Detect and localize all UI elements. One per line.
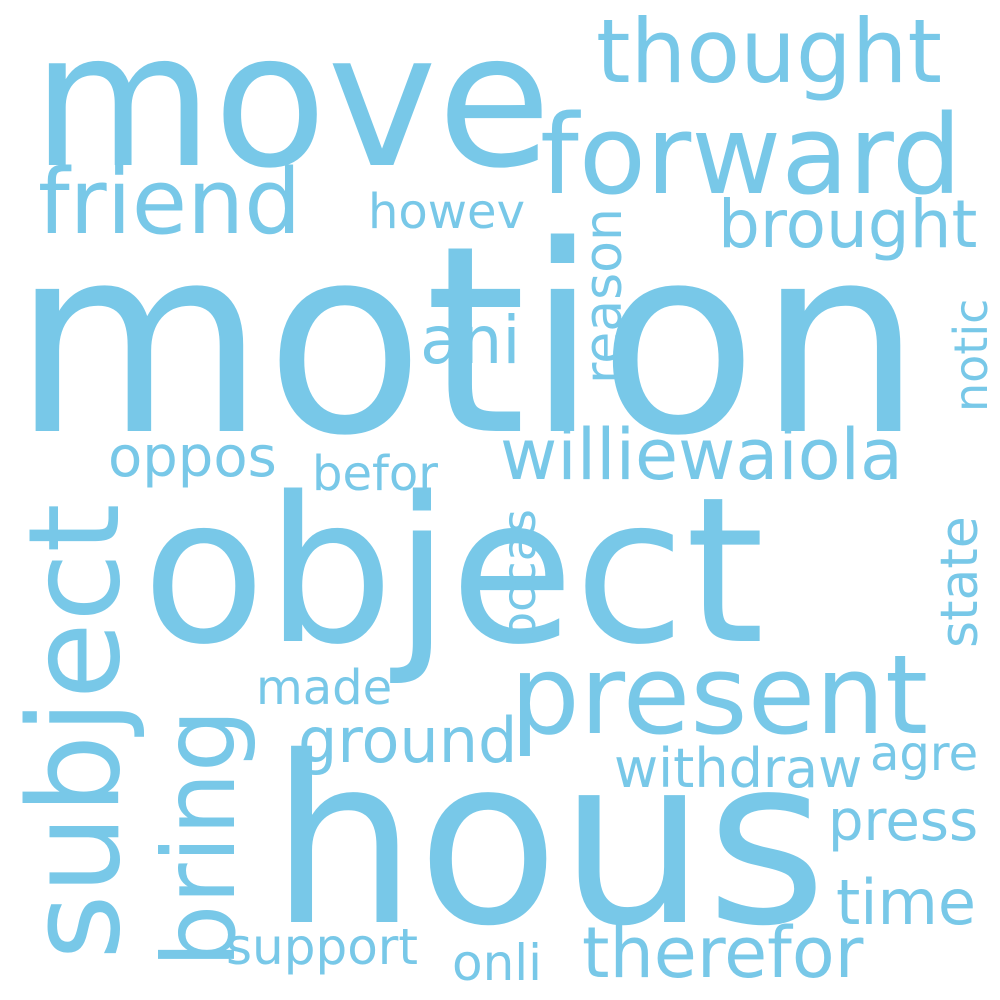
word-therefor: therefor (582, 912, 864, 994)
word-williewaiola: williewaiola (500, 414, 903, 496)
word-befor: befor (312, 446, 438, 502)
word-oppos: oppos (108, 425, 277, 490)
word-ground: ground (298, 704, 518, 777)
word-onli: onli (452, 934, 543, 992)
word-reason: reason (574, 208, 634, 384)
word-time: time (836, 866, 977, 939)
word-made: made (256, 660, 393, 716)
word-support: support (226, 918, 418, 976)
word-press: press (828, 789, 979, 854)
word-state: state (930, 516, 990, 648)
word-brought: brought (718, 186, 978, 263)
word-friend: friend (38, 150, 302, 255)
word-forward: forward (540, 91, 962, 219)
word-ani: ani (420, 302, 521, 379)
word-motion: motion (12, 191, 923, 493)
word-hous: hous (270, 707, 827, 977)
word-thought: thought (596, 0, 943, 103)
word-move: move (32, 0, 552, 209)
word-present: present (510, 631, 929, 759)
word-occas: occas (492, 509, 546, 640)
word-withdraw: withdraw (614, 737, 863, 800)
word-howev: howev (368, 184, 525, 240)
word-notic: notic (944, 298, 998, 412)
word-agre: agre (870, 726, 979, 782)
word-subject: subject (1, 503, 148, 960)
word-object: object (142, 453, 765, 689)
